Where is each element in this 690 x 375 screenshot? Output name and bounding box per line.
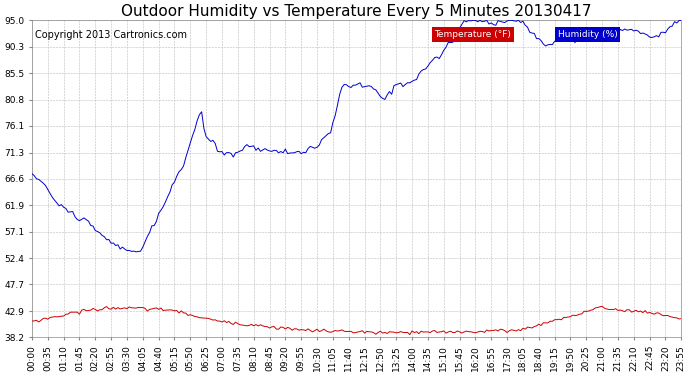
Text: Humidity (%): Humidity (%) (558, 30, 618, 39)
Title: Outdoor Humidity vs Temperature Every 5 Minutes 20130417: Outdoor Humidity vs Temperature Every 5 … (121, 4, 592, 19)
Text: Temperature (°F): Temperature (°F) (435, 30, 511, 39)
Text: Copyright 2013 Cartronics.com: Copyright 2013 Cartronics.com (35, 30, 187, 40)
